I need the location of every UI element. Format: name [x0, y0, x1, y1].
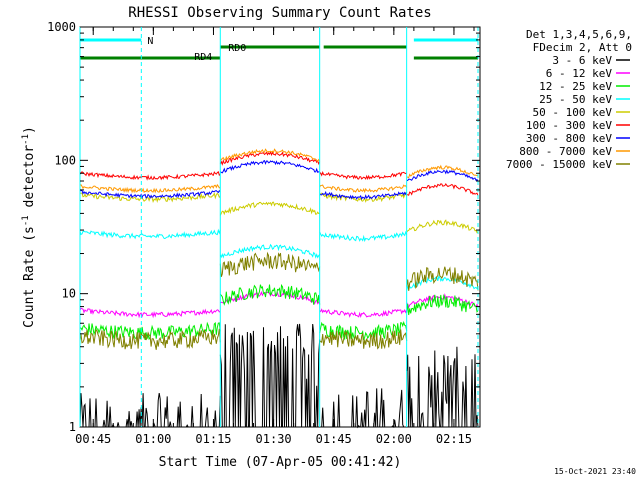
chart-title: RHESSI Observing Summary Count Rates: [128, 5, 431, 21]
attenuator-lines: [79, 27, 479, 427]
series-line: [79, 283, 479, 341]
legend-label: 6 - 12 keV: [546, 67, 613, 80]
y-tick-label: 1000: [47, 20, 76, 34]
series-line: [79, 160, 479, 201]
y-axis-label-end: ): [22, 126, 37, 134]
y-axis-label-sup1: -1: [21, 215, 31, 226]
series-line: [79, 150, 479, 196]
date-stamp: 15-Oct-2021 23:40: [554, 467, 636, 476]
legend-label: 7000 - 15000 keV: [506, 158, 612, 171]
x-tick-label: 01:15: [195, 432, 231, 446]
interval-label: N: [147, 36, 153, 47]
y-tick-label: 100: [54, 153, 76, 167]
series-line: [79, 228, 479, 291]
series-layer: [79, 148, 479, 429]
legend-label: 800 - 7000 keV: [519, 145, 612, 158]
axis-layer: 00:45 01:00 01:15 01:30 01:45 02:00 02:15 1 10 10…: [47, 20, 480, 446]
series-line: [79, 148, 479, 194]
x-tick-label: 01:30: [256, 432, 292, 446]
y-axis-label-main: Count Rate (s: [22, 226, 37, 328]
legend-label: 12 - 25 keV: [539, 80, 612, 93]
legend-label: 300 - 800 keV: [526, 132, 612, 145]
series-line: [79, 323, 479, 429]
legend-label: 25 - 50 keV: [539, 93, 612, 106]
x-tick-label: 01:45: [316, 432, 352, 446]
x-tick-label: 02:15: [436, 432, 472, 446]
x-tick-label: 02:00: [376, 432, 412, 446]
legend-header: Det 1,3,4,5,6,9,: [526, 28, 632, 41]
series-line: [79, 251, 479, 350]
legend-label: 3 - 6 keV: [552, 54, 612, 67]
interval-label: RD4: [194, 52, 212, 63]
legend-label: 100 - 300 keV: [526, 119, 612, 132]
y-axis-label-mid: detector: [22, 145, 37, 216]
legend-header: FDecim 2, Att 0: [533, 41, 632, 54]
y-tick-label: 1: [69, 420, 76, 434]
x-axis-label: Start Time (07-Apr-05 00:41:42): [159, 455, 402, 470]
y-axis-label-sup2: -1: [21, 134, 31, 145]
interval-bars: N RD4 RD0: [80, 36, 478, 63]
legend: Det 1,3,4,5,6,9,FDecim 2, Att 03 - 6 keV…: [506, 28, 632, 171]
y-tick-label: 10: [62, 287, 76, 301]
y-axis-label: Count Rate (s-1 detector-1): [21, 126, 37, 328]
interval-label: RD0: [228, 43, 246, 54]
x-tick-label: 01:00: [135, 432, 171, 446]
x-tick-label: 00:45: [75, 432, 111, 446]
series-line: [79, 191, 479, 234]
legend-label: 50 - 100 keV: [533, 106, 613, 119]
